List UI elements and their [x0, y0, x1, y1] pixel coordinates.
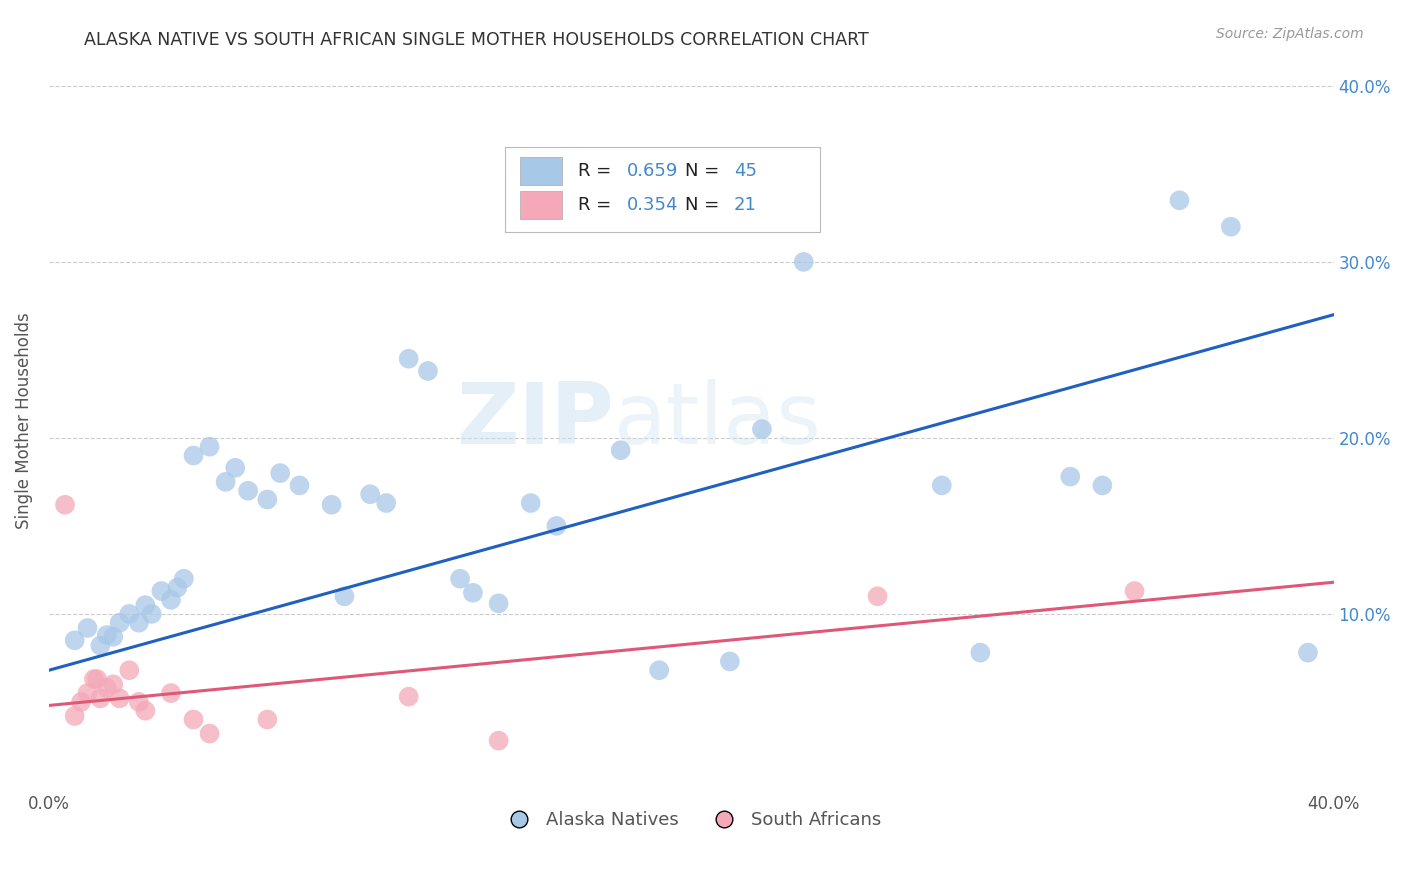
Point: [173, 572, 195, 586]
Point: [53, 498, 76, 512]
Text: R =: R =: [578, 196, 617, 214]
Text: N =: N =: [685, 196, 725, 214]
Point: [488, 596, 510, 610]
Point: [103, 630, 125, 644]
Y-axis label: Single Mother Households: Single Mother Households: [15, 312, 32, 529]
Point: [751, 422, 773, 436]
Point: [89, 691, 111, 706]
Text: N =: N =: [685, 162, 725, 180]
Point: [793, 255, 815, 269]
Point: [718, 655, 741, 669]
Text: ALASKA NATIVE VS SOUTH AFRICAN SINGLE MOTHER HOUSEHOLDS CORRELATION CHART: ALASKA NATIVE VS SOUTH AFRICAN SINGLE MO…: [84, 31, 869, 49]
Point: [96, 628, 118, 642]
Text: R =: R =: [578, 162, 617, 180]
Point: [519, 496, 541, 510]
Point: [214, 475, 236, 489]
Point: [63, 633, 86, 648]
Point: [648, 663, 671, 677]
Point: [198, 726, 221, 740]
Point: [269, 466, 291, 480]
Point: [1091, 478, 1114, 492]
Text: Source: ZipAtlas.com: Source: ZipAtlas.com: [1216, 27, 1364, 41]
Point: [118, 607, 141, 621]
Point: [333, 590, 356, 604]
Point: [461, 586, 484, 600]
FancyBboxPatch shape: [520, 157, 561, 186]
Text: 45: 45: [734, 162, 756, 180]
Legend: Alaska Natives, South Africans: Alaska Natives, South Africans: [494, 804, 889, 837]
Point: [108, 691, 131, 706]
Point: [198, 440, 221, 454]
Text: 21: 21: [734, 196, 756, 214]
Point: [108, 615, 131, 630]
Point: [70, 695, 93, 709]
Text: ZIP: ZIP: [457, 379, 614, 462]
Point: [141, 607, 163, 621]
Point: [224, 460, 246, 475]
Point: [1123, 584, 1146, 599]
Point: [128, 695, 150, 709]
Point: [488, 733, 510, 747]
Point: [321, 498, 343, 512]
Point: [89, 639, 111, 653]
FancyBboxPatch shape: [520, 191, 561, 219]
Point: [416, 364, 439, 378]
Point: [449, 572, 471, 586]
Point: [160, 592, 183, 607]
Point: [86, 672, 108, 686]
Point: [256, 492, 278, 507]
Point: [118, 663, 141, 677]
Point: [931, 478, 953, 492]
Point: [236, 483, 259, 498]
Point: [103, 677, 125, 691]
Point: [1168, 194, 1191, 208]
Point: [76, 686, 98, 700]
Point: [183, 449, 205, 463]
Point: [166, 581, 188, 595]
Point: [398, 351, 420, 366]
Point: [1296, 646, 1319, 660]
FancyBboxPatch shape: [505, 147, 820, 232]
Point: [256, 713, 278, 727]
Point: [183, 713, 205, 727]
Point: [134, 704, 156, 718]
Point: [1059, 469, 1081, 483]
Point: [134, 598, 156, 612]
Point: [63, 709, 86, 723]
Text: atlas: atlas: [614, 379, 823, 462]
Point: [398, 690, 420, 704]
Point: [546, 519, 568, 533]
Point: [128, 615, 150, 630]
Point: [969, 646, 991, 660]
Point: [375, 496, 398, 510]
Point: [96, 681, 118, 695]
Point: [866, 590, 889, 604]
Point: [83, 672, 105, 686]
Point: [150, 584, 173, 599]
Point: [1219, 219, 1241, 234]
Point: [76, 621, 98, 635]
Text: 0.354: 0.354: [627, 196, 679, 214]
Text: 0.659: 0.659: [627, 162, 679, 180]
Point: [160, 686, 183, 700]
Point: [288, 478, 311, 492]
Point: [359, 487, 381, 501]
Point: [609, 443, 631, 458]
